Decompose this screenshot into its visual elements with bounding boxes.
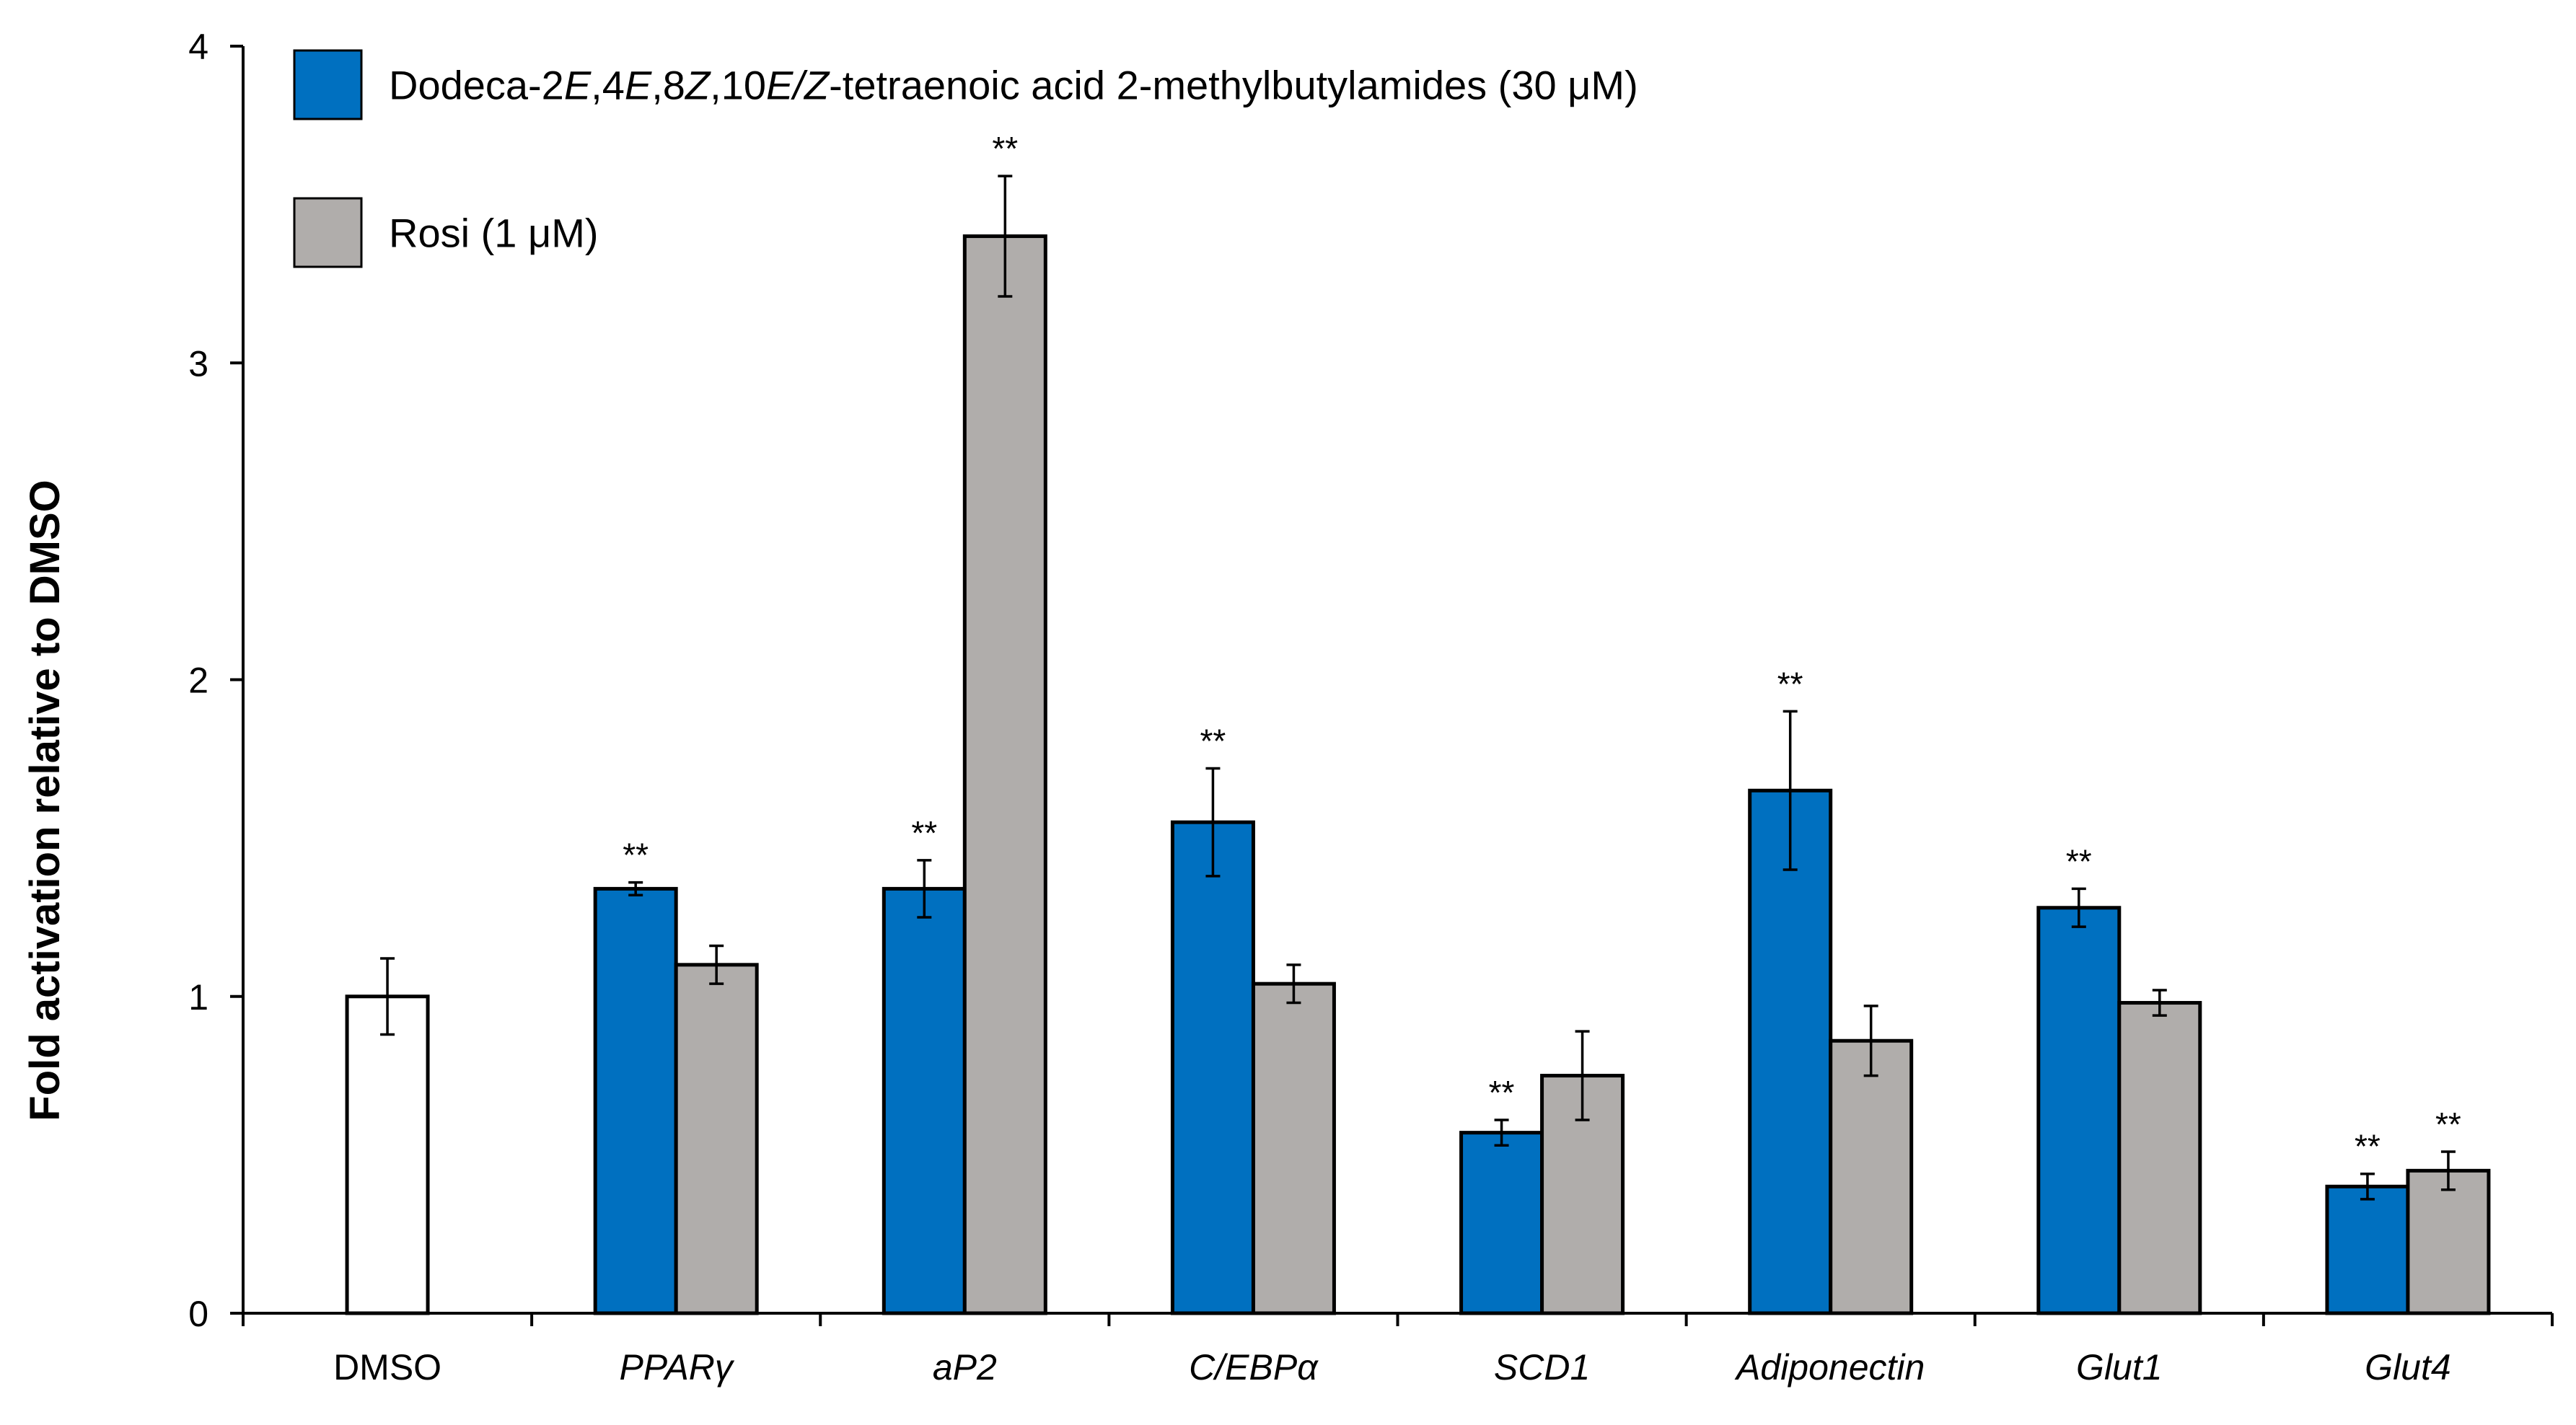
bar-series-2 bbox=[1251, 981, 1336, 1315]
legend: Dodeca-2E,4E,8Z,10E/Z-tetraenoic acid 2-… bbox=[293, 49, 1638, 268]
significance-label: ** bbox=[1777, 665, 1803, 702]
bar-series-1 bbox=[593, 886, 678, 1315]
significance-label: ** bbox=[1489, 1074, 1515, 1111]
legend-label-part: Dodeca-2 bbox=[389, 63, 564, 108]
x-tick-label: DMSO bbox=[333, 1347, 441, 1388]
significance-label: ** bbox=[992, 130, 1018, 167]
significance-label: ** bbox=[2355, 1128, 2381, 1165]
legend-swatch-dodeca bbox=[293, 49, 363, 120]
significance-label: ** bbox=[1200, 722, 1226, 759]
legend-label-part: -tetraenoic acid 2-methylbutylamides (30… bbox=[829, 63, 1638, 108]
x-tick-label: PPARγ bbox=[619, 1347, 734, 1388]
y-tick-label: 4 bbox=[188, 27, 208, 67]
bar-series-2 bbox=[2406, 1168, 2491, 1315]
bar-series-1 bbox=[2036, 906, 2122, 1315]
legend-label-part: ,4 bbox=[591, 63, 625, 108]
legend-label-part: E/Z bbox=[766, 63, 830, 108]
bar-series-2 bbox=[1829, 1038, 1914, 1315]
significance-label: ** bbox=[2066, 842, 2092, 880]
x-tick-label: C/EBPα bbox=[1189, 1347, 1319, 1388]
legend-label-part: ,10 bbox=[710, 63, 766, 108]
bar-series-1 bbox=[882, 886, 967, 1315]
significance-label: ** bbox=[2435, 1106, 2461, 1143]
y-tick-label: 2 bbox=[188, 661, 208, 701]
y-axis-label: Fold activation relative to DMSO bbox=[22, 480, 69, 1121]
legend-label-part: Rosi (1 μM) bbox=[389, 211, 599, 256]
bar-series-2 bbox=[962, 234, 1047, 1315]
labels: 0 1 2 3 4 DMSO PPARγ aP2 C/EBPα SCD1 Adiponectin Gl… bbox=[188, 27, 2461, 1388]
x-tick-label: aP2 bbox=[933, 1347, 997, 1388]
bar-series-1 bbox=[1170, 820, 1255, 1315]
legend-swatch-rosi bbox=[293, 197, 363, 268]
y-tick-label: 0 bbox=[188, 1294, 208, 1334]
bar-series-2 bbox=[2117, 1001, 2202, 1315]
x-tick-label: Glut1 bbox=[2076, 1347, 2163, 1388]
y-tick-label: 1 bbox=[188, 977, 208, 1018]
significance-label: ** bbox=[911, 814, 937, 852]
bar-series-1 bbox=[1459, 1131, 1544, 1315]
x-tick-label: Glut4 bbox=[2365, 1347, 2451, 1388]
legend-label-rosi: Rosi (1 μM) bbox=[389, 211, 599, 256]
bar-control bbox=[345, 994, 430, 1315]
x-tick-label: Adiponectin bbox=[1734, 1347, 1925, 1388]
legend-label-part: Z bbox=[684, 63, 711, 108]
y-tick-label: 3 bbox=[188, 343, 208, 384]
bars bbox=[345, 175, 2491, 1315]
legend-label-dodeca: Dodeca-2E,4E,8Z,10E/Z-tetraenoic acid 2-… bbox=[389, 63, 1638, 108]
legend-label-part: ,8 bbox=[651, 63, 685, 108]
bar-series-2 bbox=[674, 963, 759, 1315]
bar-series-1 bbox=[2325, 1184, 2410, 1315]
x-tick-label: SCD1 bbox=[1494, 1347, 1590, 1388]
significance-label: ** bbox=[623, 837, 649, 874]
legend-label-part: E bbox=[564, 63, 592, 108]
legend-label-part: E bbox=[625, 63, 652, 108]
